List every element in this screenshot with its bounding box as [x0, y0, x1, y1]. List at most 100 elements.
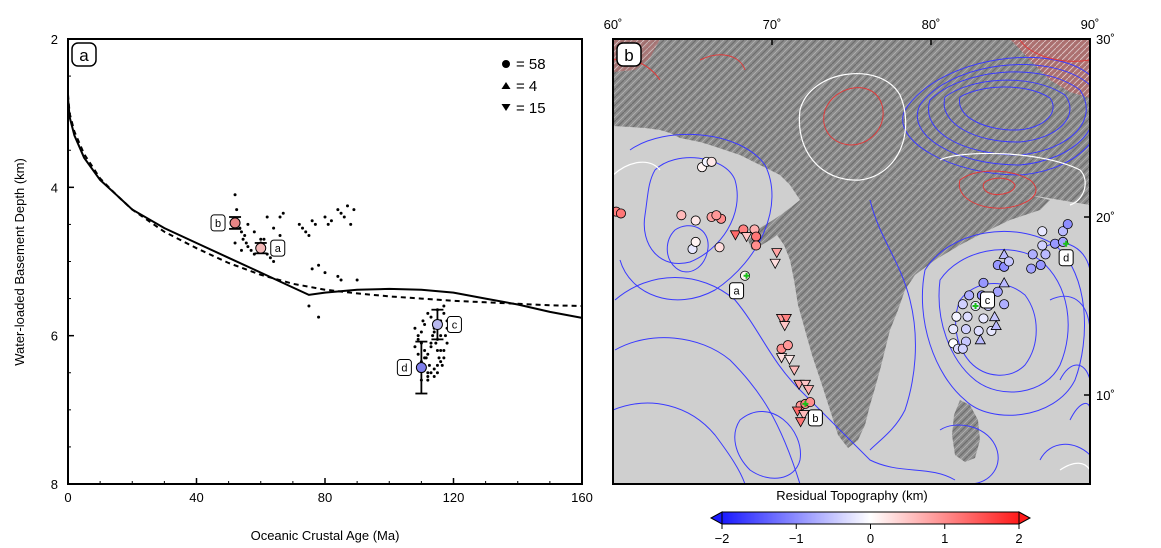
point-label-box [210, 214, 226, 232]
colorbar-right-arrow [1018, 511, 1032, 525]
map-point-triangle-down [779, 321, 791, 332]
x-tick-label: 160 [571, 490, 593, 505]
point-label-a: a [275, 243, 282, 255]
map-point-circle [1037, 240, 1048, 251]
panel-a-label: a [79, 46, 89, 65]
small-data-point [259, 237, 263, 241]
map-sample-points [613, 156, 1073, 428]
land-sri-lanka [952, 400, 980, 462]
y-tick-label: 2 [51, 32, 58, 47]
x-tick-label: 80 [318, 490, 332, 505]
map-point-circle [978, 313, 989, 324]
small-data-point [429, 345, 433, 349]
negative-contours [613, 56, 1090, 484]
small-data-point [442, 311, 446, 315]
legend-triangle-up-marker [501, 82, 511, 89]
map-point-circle [1027, 249, 1038, 260]
map-point-circle [615, 208, 626, 219]
small-data-point [249, 248, 253, 252]
map-point-circle [992, 286, 1003, 297]
panel-b-frame [612, 38, 1091, 485]
colorbar-label: Residual Topography (km) [776, 488, 928, 503]
map-label-b: b [812, 413, 818, 425]
map-point-circle [706, 156, 717, 167]
small-data-point [336, 208, 340, 212]
small-data-point [442, 349, 446, 352]
panel-b-residual-topography-map: a b c d 60˚ 70˚ 80˚ 90˚30˚ 20˚ 10˚ b Residual To… [604, 17, 1115, 546]
map-point-circle [964, 290, 975, 301]
map-point-circle [1026, 263, 1037, 274]
y-tick-label: 6 [51, 329, 58, 344]
colorbar-gradient [721, 511, 1020, 525]
map-label-marker [743, 272, 750, 279]
small-data-point [241, 237, 245, 241]
small-data-point [426, 311, 430, 315]
map-x-tick-label: 90˚ [1081, 17, 1100, 32]
small-data-point [246, 245, 250, 249]
map-point-circle [751, 231, 762, 242]
small-data-point [431, 334, 435, 338]
map-point-circle [957, 343, 968, 354]
small-data-point [434, 341, 438, 345]
small-data-point [278, 215, 282, 219]
panel-a-ticks: 0 40 80 120 160 2 4 6 8 [51, 32, 593, 505]
colorbar-tick-label: −1 [789, 531, 804, 546]
panel-a-y-axis-label: Water-loaded Basement Depth (km) [12, 158, 27, 366]
small-data-point [329, 219, 333, 223]
small-data-point [416, 352, 420, 356]
map-x-tick-label: 70˚ [763, 17, 782, 32]
map-label-box [980, 291, 996, 309]
map-point-triangle-down [740, 232, 753, 243]
small-data-point [244, 241, 248, 245]
point-label-box [270, 239, 286, 257]
point-label-b: b [215, 218, 221, 230]
panel-a-small-points [233, 193, 449, 382]
small-data-point [413, 345, 417, 349]
small-data-point [426, 374, 430, 378]
point-label-d: d [401, 363, 407, 375]
map-point-circle [751, 240, 762, 251]
labeled-point-d [415, 362, 427, 374]
map-point-circle [999, 299, 1010, 310]
small-data-point [233, 241, 237, 245]
zero-contours [613, 73, 1090, 471]
small-data-point [307, 234, 311, 238]
small-data-point [326, 222, 330, 226]
small-data-point [268, 256, 272, 260]
map-point-circle [690, 236, 701, 247]
panel-a-model-curves [67, 94, 583, 319]
small-data-point [317, 263, 321, 267]
colorbar-tick-label: 2 [1015, 531, 1022, 546]
map-point-triangle-down [783, 355, 796, 366]
small-data-point [426, 378, 430, 382]
map-label-marker [802, 400, 809, 407]
x-tick-label: 120 [443, 490, 465, 505]
small-data-point [435, 363, 439, 367]
map-point-triangle-up [988, 310, 1001, 322]
labeled-point-c [431, 319, 443, 331]
small-data-point [339, 278, 343, 282]
small-data-point [416, 337, 420, 341]
map-point-circle [1035, 260, 1046, 271]
map-point-circle [1062, 219, 1073, 230]
small-data-point [310, 219, 314, 223]
small-data-point [443, 334, 447, 338]
small-data-point [427, 363, 431, 367]
map-point-circle [782, 340, 793, 351]
map-point-circle [676, 210, 687, 221]
map-label-c: c [985, 295, 991, 307]
y-tick-label: 8 [51, 477, 58, 492]
point-label-c: c [452, 320, 458, 332]
small-data-point [317, 315, 321, 319]
small-data-point [355, 278, 359, 282]
map-label-box [729, 282, 745, 300]
panel-b-ticks: 60˚ 70˚ 80˚ 90˚30˚ 20˚ 10˚ [604, 17, 1115, 403]
panel-a-label-box: a [71, 42, 97, 67]
map-x-tick-label: 80˚ [922, 17, 941, 32]
small-data-point [440, 363, 444, 367]
small-data-point [239, 248, 243, 252]
map-point-circle [690, 215, 701, 226]
small-data-point [272, 260, 276, 263]
small-data-point [352, 208, 356, 212]
